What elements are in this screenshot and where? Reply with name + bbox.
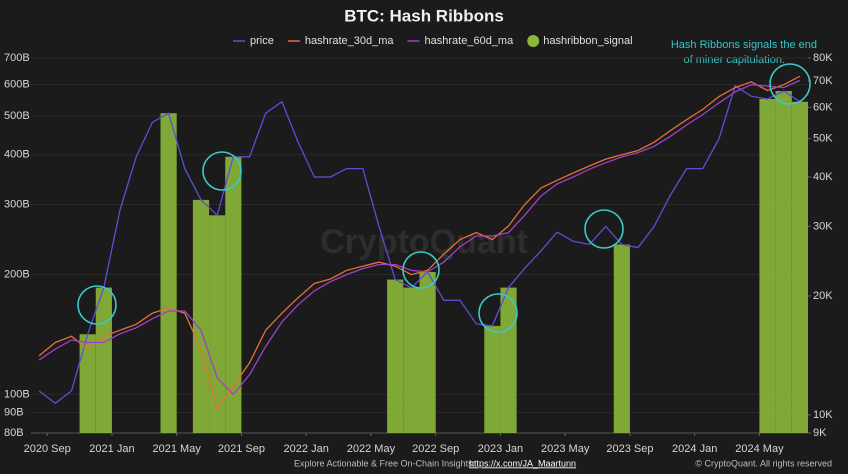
signal-bar [192, 199, 210, 433]
x-tick-label: 2021 Sep [218, 443, 265, 455]
series-line [38, 79, 801, 396]
series-line [38, 84, 801, 405]
x-tick-label: 2022 Jan [284, 443, 329, 455]
legend-label: hashrate_60d_ma [425, 35, 515, 47]
signal-bar [791, 101, 808, 434]
y-tick-label: 500B [4, 110, 30, 122]
x-tick-label: 2022 Sep [412, 443, 459, 455]
ring [77, 285, 117, 325]
y2-tick-label: 20K [813, 290, 833, 302]
signal-bar [79, 334, 96, 433]
legend-label: price [250, 35, 274, 47]
signal-bar [160, 113, 177, 433]
plot-area: 80B 90B 100B 200B 300B 400B 500B 600B 700B 9K 10K 2… [4, 52, 833, 455]
signal-bar [387, 279, 404, 433]
y-tick-label: 100B [4, 388, 30, 400]
signal-bar [500, 287, 517, 433]
x-tick-label: 2024 May [735, 443, 784, 455]
signal-bar [225, 156, 242, 433]
signal-bar [613, 244, 630, 433]
y2-tick-label: 30K [813, 220, 833, 232]
ring [584, 209, 624, 249]
y-tick-label: 200B [4, 268, 30, 280]
signal-rings [77, 63, 811, 333]
ring [402, 251, 440, 289]
watermark: CryptoQuant [320, 223, 528, 261]
copyright: © CryptoQuant. All rights reserved [695, 458, 832, 468]
signal-bar [775, 91, 792, 433]
y-tick-label: 90B [4, 407, 24, 419]
signal-bar [484, 325, 501, 433]
signal-bar [403, 287, 420, 433]
x-tick-label: 2022 May [347, 443, 396, 455]
footer-text: Explore Actionable & Free On-Chain Insig… [294, 458, 475, 468]
x-tick-label: 2021 May [153, 443, 202, 455]
ring [478, 293, 518, 333]
x-tick-label: 2024 Jan [672, 443, 717, 455]
ring [202, 151, 242, 191]
y2-tick-label: 10K [813, 409, 833, 421]
y-tick-label: 700B [4, 52, 30, 64]
legend-swatch [527, 35, 540, 47]
footer-link[interactable]: https://x.com/JA_Maartunn [469, 458, 576, 468]
legend-label: hashrate_30d_ma [305, 35, 395, 47]
y-tick-label: 400B [4, 149, 30, 161]
x-tick-label: 2023 May [541, 443, 590, 455]
y-tick-label: 80B [4, 427, 24, 439]
annotation: of miner capitulation. [684, 54, 786, 66]
y2-tick-label: 80K [813, 52, 833, 64]
x-tick-label: 2021 Jan [89, 443, 134, 455]
x-tick-label: 2023 Jan [478, 443, 523, 455]
ring [769, 63, 811, 105]
signal-bar [759, 99, 776, 433]
series-line [38, 75, 801, 411]
signal-bar [209, 215, 226, 433]
y2-tick-label: 70K [813, 75, 833, 87]
signal-bar [419, 271, 436, 433]
x-tick-label: 2020 Sep [24, 443, 71, 455]
signal-bar [95, 287, 112, 433]
chart-title: BTC: Hash Ribbons [344, 6, 504, 25]
legend-label: hashribbon_signal [543, 35, 632, 47]
legend: price hashrate_30d_ma hashrate_60d_ma hashr… [233, 35, 633, 47]
y-tick-label: 300B [4, 198, 30, 210]
annotation: Hash Ribbons signals the end [671, 39, 817, 51]
y2-tick-label: 60K [813, 101, 833, 113]
y2-tick-label: 40K [813, 171, 833, 183]
y2-tick-label: 50K [813, 133, 833, 145]
y-tick-label: 600B [4, 79, 30, 91]
x-tick-label: 2023 Sep [606, 443, 653, 455]
y2-tick-label: 9K [813, 427, 827, 439]
